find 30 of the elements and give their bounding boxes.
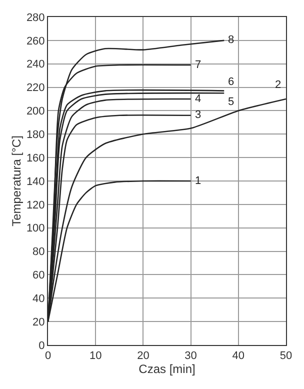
y-tick-label: 60 xyxy=(32,270,45,282)
x-tick-label: 40 xyxy=(232,350,245,362)
y-tick-label: 0 xyxy=(38,340,45,352)
series-label: 7 xyxy=(195,59,202,71)
y-axis-title: Temperatura [°C] xyxy=(10,136,24,226)
y-tick-label: 40 xyxy=(32,292,45,305)
series-label: 4 xyxy=(195,93,202,105)
y-tick-label: 280 xyxy=(26,12,45,24)
y-tick-label: 80 xyxy=(32,246,45,258)
y-tick-label: 120 xyxy=(26,199,45,212)
y-tick-label: 160 xyxy=(26,152,45,164)
series-label: 6 xyxy=(228,76,234,88)
y-tick-label: 140 xyxy=(26,176,45,188)
y-tick-label: 240 xyxy=(26,58,45,71)
y-tick-label: 260 xyxy=(26,35,45,48)
x-tick-label: 30 xyxy=(184,350,197,362)
x-tick-label: 20 xyxy=(137,350,150,362)
series-label: 5 xyxy=(228,96,234,108)
x-tick-label: 10 xyxy=(89,350,102,362)
y-tick-label: 180 xyxy=(26,128,45,141)
series-label: 3 xyxy=(195,109,202,121)
series-label: 2 xyxy=(275,79,282,91)
x-tick-label: 50 xyxy=(280,350,292,362)
x-axis-title: Czas [min] xyxy=(138,362,196,376)
series-label: 1 xyxy=(195,175,202,187)
y-tick-label: 20 xyxy=(32,316,45,328)
y-tick-label: 200 xyxy=(26,106,45,118)
y-tick-label: 220 xyxy=(26,82,45,94)
series-label: 8 xyxy=(228,34,234,46)
y-tick-label: 100 xyxy=(26,222,45,235)
